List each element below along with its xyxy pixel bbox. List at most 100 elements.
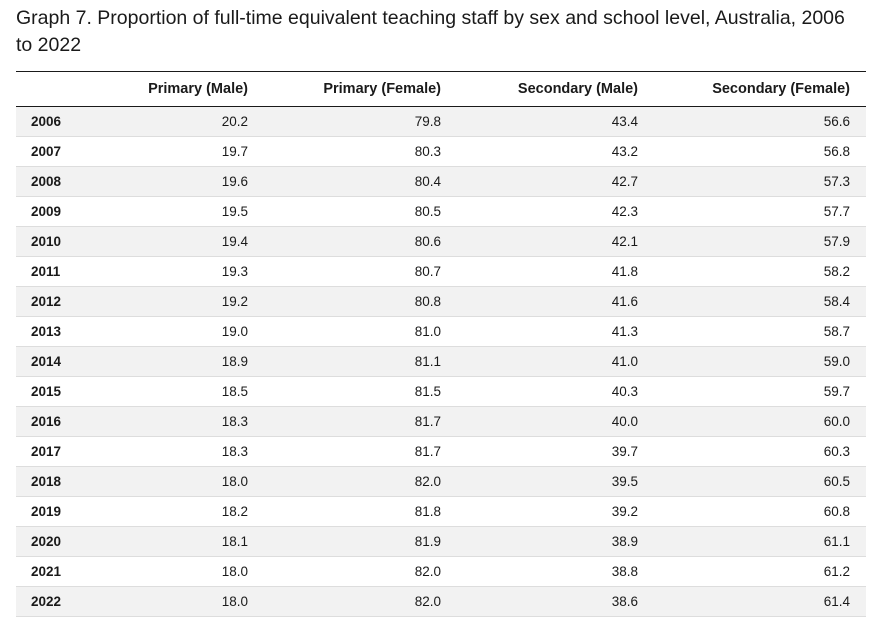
table-row: 2019 18.2 81.8 39.2 60.8 xyxy=(16,496,866,527)
cell-secondary-male: 39.2 xyxy=(611,504,638,519)
row-header-year: 2008 xyxy=(31,174,62,189)
table-row: 2022 18.0 82.0 38.6 61.4 xyxy=(16,586,866,617)
cell-secondary-male: 43.4 xyxy=(611,114,638,129)
row-header-year: 2014 xyxy=(31,354,62,369)
cell-secondary-female: 59.0 xyxy=(823,354,850,369)
row-header-year: 2013 xyxy=(31,324,62,339)
row-header-year: 2019 xyxy=(31,504,62,519)
cell-primary-male: 18.0 xyxy=(221,564,248,579)
column-header-secondary-female: Secondary (Female) xyxy=(712,81,850,97)
row-header-year: 2016 xyxy=(31,414,62,429)
cell-secondary-female: 61.4 xyxy=(823,594,850,609)
row-header-year: 2011 xyxy=(31,264,61,279)
cell-primary-female: 81.0 xyxy=(414,324,441,339)
table-row: 2013 19.0 81.0 41.3 58.7 xyxy=(16,316,866,347)
cell-primary-male: 19.4 xyxy=(221,234,248,249)
cell-primary-male: 18.1 xyxy=(221,534,248,549)
table-row: 2015 18.5 81.5 40.3 59.7 xyxy=(16,376,866,407)
cell-secondary-female: 58.4 xyxy=(823,294,850,309)
column-header-primary-male: Primary (Male) xyxy=(148,81,248,97)
cell-primary-male: 19.3 xyxy=(221,264,248,279)
row-header-year: 2017 xyxy=(31,444,62,459)
cell-secondary-female: 59.7 xyxy=(823,384,850,399)
cell-primary-female: 81.9 xyxy=(414,534,441,549)
cell-secondary-male: 39.7 xyxy=(611,444,638,459)
row-header-year: 2009 xyxy=(31,204,62,219)
cell-secondary-female: 60.3 xyxy=(823,444,850,459)
cell-primary-female: 81.1 xyxy=(414,354,441,369)
row-header-year: 2015 xyxy=(31,384,62,399)
table-row: 2011 19.3 80.7 41.8 58.2 xyxy=(16,256,866,287)
cell-secondary-female: 56.6 xyxy=(823,114,850,129)
cell-secondary-female: 57.7 xyxy=(823,204,850,219)
row-header-year: 2012 xyxy=(31,294,62,309)
cell-primary-male: 20.2 xyxy=(221,114,248,129)
cell-secondary-male: 38.6 xyxy=(611,594,638,609)
cell-secondary-male: 40.3 xyxy=(611,384,638,399)
row-header-year: 2007 xyxy=(31,144,62,159)
table-row: 2018 18.0 82.0 39.5 60.5 xyxy=(16,466,866,497)
cell-secondary-female: 57.9 xyxy=(823,234,850,249)
cell-secondary-male: 41.8 xyxy=(611,264,638,279)
data-table: Primary (Male) Primary (Female) Secondar… xyxy=(16,71,866,617)
table-row: 2006 20.2 79.8 43.4 56.6 xyxy=(16,106,866,137)
table-title: Graph 7. Proportion of full-time equival… xyxy=(16,7,845,56)
cell-secondary-male: 38.9 xyxy=(611,534,638,549)
cell-secondary-male: 41.6 xyxy=(611,294,638,309)
cell-secondary-female: 61.1 xyxy=(823,534,850,549)
cell-secondary-female: 57.3 xyxy=(823,174,850,189)
cell-primary-male: 18.5 xyxy=(221,384,248,399)
cell-secondary-male: 38.8 xyxy=(611,564,638,579)
cell-secondary-male: 42.1 xyxy=(611,234,638,249)
cell-secondary-female: 60.0 xyxy=(823,414,850,429)
cell-secondary-male: 43.2 xyxy=(611,144,638,159)
cell-primary-female: 80.3 xyxy=(414,144,441,159)
cell-primary-female: 82.0 xyxy=(414,474,441,489)
cell-secondary-female: 56.8 xyxy=(823,144,850,159)
cell-primary-female: 79.8 xyxy=(414,114,441,129)
cell-secondary-female: 58.7 xyxy=(823,324,850,339)
cell-secondary-male: 41.0 xyxy=(611,354,638,369)
table-row: 2008 19.6 80.4 42.7 57.3 xyxy=(16,166,866,197)
cell-primary-male: 19.2 xyxy=(221,294,248,309)
row-header-year: 2006 xyxy=(31,114,62,129)
cell-primary-female: 82.0 xyxy=(414,564,441,579)
cell-secondary-male: 42.3 xyxy=(611,204,638,219)
table-row: 2010 19.4 80.6 42.1 57.9 xyxy=(16,226,866,257)
row-header-year: 2018 xyxy=(31,474,62,489)
table-row: 2009 19.5 80.5 42.3 57.7 xyxy=(16,196,866,227)
data-table-container: Primary (Male) Primary (Female) Secondar… xyxy=(16,71,866,617)
column-header-secondary-male: Secondary (Male) xyxy=(517,81,638,97)
cell-primary-male: 18.9 xyxy=(221,354,248,369)
cell-primary-female: 81.7 xyxy=(414,414,441,429)
cell-primary-male: 19.5 xyxy=(221,204,248,219)
table-row: 2017 18.3 81.7 39.7 60.3 xyxy=(16,436,866,467)
cell-secondary-female: 58.2 xyxy=(823,264,850,279)
table-row: 2014 18.9 81.1 41.0 59.0 xyxy=(16,346,866,377)
table-row: 2007 19.7 80.3 43.2 56.8 xyxy=(16,136,866,167)
cell-primary-female: 82.0 xyxy=(414,594,441,609)
cell-primary-female: 81.7 xyxy=(414,444,441,459)
cell-primary-male: 18.0 xyxy=(221,594,248,609)
cell-secondary-male: 40.0 xyxy=(611,414,638,429)
row-header-year: 2021 xyxy=(31,564,62,579)
header-corner xyxy=(16,72,110,107)
cell-primary-female: 80.5 xyxy=(414,204,441,219)
cell-primary-male: 19.7 xyxy=(221,144,248,159)
cell-secondary-male: 42.7 xyxy=(611,174,638,189)
cell-primary-male: 19.6 xyxy=(221,174,248,189)
cell-primary-female: 80.6 xyxy=(414,234,441,249)
cell-primary-female: 81.8 xyxy=(414,504,441,519)
row-header-year: 2020 xyxy=(31,534,62,549)
cell-secondary-male: 41.3 xyxy=(611,324,638,339)
header-row: Primary (Male) Primary (Female) Secondar… xyxy=(16,71,866,107)
cell-primary-male: 18.3 xyxy=(221,414,248,429)
cell-primary-female: 80.4 xyxy=(414,174,441,189)
cell-primary-female: 81.5 xyxy=(414,384,441,399)
row-header-year: 2022 xyxy=(31,594,62,609)
table-body: 2006 20.2 79.8 43.4 56.6 2007 19.7 80.3 43.2 56.8… xyxy=(16,106,866,617)
cell-primary-male: 18.2 xyxy=(221,504,248,519)
cell-primary-male: 18.0 xyxy=(221,474,248,489)
cell-primary-female: 80.7 xyxy=(414,264,441,279)
